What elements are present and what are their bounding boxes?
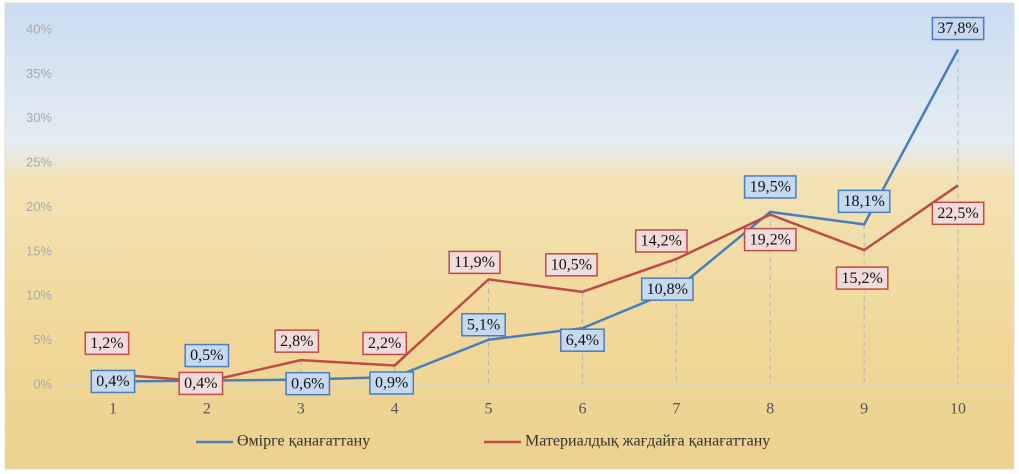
x-tick-label: 1 [109,401,117,418]
y-tick-label: 25% [26,155,52,170]
value-label-text: 11,9% [454,254,495,271]
value-label: 0,9% [370,372,413,394]
value-label: 11,9% [449,251,500,273]
value-label-text: 0,6% [291,375,324,392]
value-label-text: 2,8% [280,333,313,350]
x-tick-label: 4 [391,401,399,418]
value-label: 14,2% [636,230,687,252]
value-label: 0,5% [185,345,228,367]
y-tick-label: 15% [26,243,52,258]
value-label-text: 19,5% [750,179,791,196]
background [5,3,1014,469]
y-tick-label: 40% [26,21,52,36]
value-label: 2,8% [275,330,318,352]
value-label-text: 0,5% [190,347,223,364]
value-label-text: 0,9% [375,375,408,392]
value-label: 0,4% [179,372,222,394]
value-label-text: 22,5% [937,205,978,222]
y-tick-label: 35% [26,66,52,81]
value-label-text: 14,2% [641,233,682,250]
value-label-text: 37,8% [937,20,978,37]
x-tick-label: 10 [950,401,966,418]
x-tick-label: 3 [297,401,305,418]
value-label: 1,2% [85,332,128,354]
value-label: 19,2% [745,229,796,251]
y-tick-label: 20% [26,199,52,214]
value-label: 0,4% [91,370,134,392]
value-label: 5,1% [462,314,505,336]
value-label: 6,4% [561,329,604,351]
value-label-text: 1,2% [90,335,123,352]
value-label-text: 0,4% [96,373,129,390]
x-tick-label: 6 [578,401,586,418]
value-label-text: 0,4% [184,375,217,392]
value-label-text: 2,2% [368,335,401,352]
y-tick-label: 30% [26,110,52,125]
legend-label: Өмірге қанағаттану [237,433,370,450]
y-tick-label: 0% [33,376,52,391]
value-label: 2,2% [363,332,406,354]
y-tick-label: 10% [26,288,52,303]
value-label: 19,5% [745,176,796,198]
value-label: 10,8% [642,278,693,300]
value-label: 0,6% [286,373,329,395]
x-tick-label: 9 [860,401,868,418]
value-label-text: 19,2% [750,231,791,248]
value-label: 10,5% [546,254,597,276]
value-label-text: 15,2% [841,270,882,287]
legend-label: Материалдық жағдайға қанағаттану [525,433,770,450]
value-label-text: 10,5% [551,256,592,273]
value-label: 18,1% [838,190,889,212]
value-label-text: 5,1% [467,316,500,333]
x-tick-label: 5 [485,401,493,418]
x-tick-label: 2 [203,401,211,418]
value-label-text: 10,8% [647,281,688,298]
y-tick-label: 5% [33,332,52,347]
chart: 0% 5% 10% 15% 20% 25% 30% 35% 40% 1 2 3 4 5 6 7 8 9 10 0,4%… [0,0,1019,474]
x-tick-label: 8 [766,401,774,418]
value-label: 37,8% [932,18,983,40]
value-label-text: 18,1% [843,193,884,210]
x-tick-label: 7 [672,401,680,418]
value-label: 22,5% [932,202,983,224]
value-label: 15,2% [836,267,887,289]
value-label-text: 6,4% [566,332,599,349]
